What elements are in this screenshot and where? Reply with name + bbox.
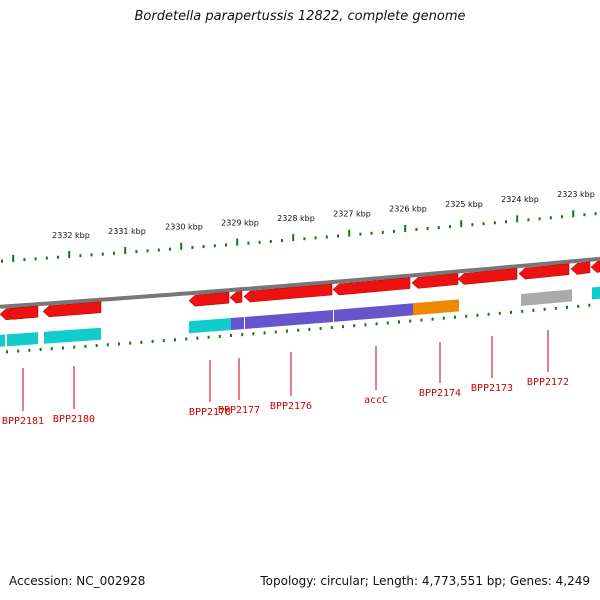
cog-block	[521, 289, 572, 306]
gene-label: BPP2173	[471, 383, 513, 394]
cds-arrow	[457, 268, 518, 285]
inner-scale-ticks	[6, 303, 591, 354]
cds-arrow	[332, 277, 411, 296]
cog-block	[413, 299, 459, 316]
cds-arrow	[590, 260, 600, 273]
cog-block	[189, 318, 231, 334]
cog-block	[334, 303, 413, 322]
cog-block	[245, 309, 333, 329]
gene-label: BPP2177	[218, 405, 260, 416]
scale-tick-label: 2328 kbp	[277, 214, 315, 223]
gene-label: BPP2178	[189, 407, 231, 418]
accession-text: Accession: NC_002928	[9, 574, 146, 588]
cds-arrow	[42, 301, 102, 318]
gene-label: accC	[364, 395, 388, 406]
outer-scale-ticks	[1, 210, 597, 263]
cog-block	[0, 334, 5, 347]
cog-block	[7, 332, 38, 347]
scale-tick-labels: 2332 kbp 2331 kbp 2330 kbp 2329 kbp 2328 kbp…	[52, 190, 595, 240]
genome-summary-text: Topology: circular; Length: 4,773,551 bp…	[260, 574, 590, 588]
cds-arrow	[229, 290, 243, 304]
scale-tick-label: 2327 kbp	[333, 209, 371, 218]
scale-tick-label: 2329 kbp	[221, 218, 259, 227]
gene-label: BPP2174	[419, 388, 461, 399]
cds-arrow	[243, 283, 333, 303]
genome-backbone	[0, 256, 600, 309]
cog-block	[231, 317, 244, 331]
cds-arrow	[6, 305, 39, 320]
gene-label: BPP2181	[2, 416, 44, 427]
scale-tick-label: 2332 kbp	[52, 231, 90, 240]
cds-arrow	[188, 291, 230, 307]
cog-block	[44, 327, 101, 344]
cog-block	[592, 286, 600, 300]
scale-tick-label: 2326 kbp	[389, 205, 427, 214]
cds-arrow	[570, 261, 591, 275]
map-title: Bordetella parapertussis 12822, complete…	[134, 9, 466, 24]
scale-tick-label: 2331 kbp	[108, 227, 146, 236]
gene-label: BPP2172	[527, 377, 569, 388]
backbone-line	[0, 256, 600, 309]
gene-features	[0, 260, 600, 347]
scale-tick-label: 2325 kbp	[445, 200, 483, 209]
cds-arrow	[518, 263, 570, 280]
cds-arrow	[411, 273, 459, 289]
gene-label: BPP2176	[270, 401, 312, 412]
scale-tick-label: 2324 kbp	[501, 195, 539, 204]
scale-tick-label: 2323 kbp	[557, 190, 595, 199]
scale-tick-label: 2330 kbp	[165, 223, 203, 232]
gene-label: BPP2180	[53, 414, 95, 425]
